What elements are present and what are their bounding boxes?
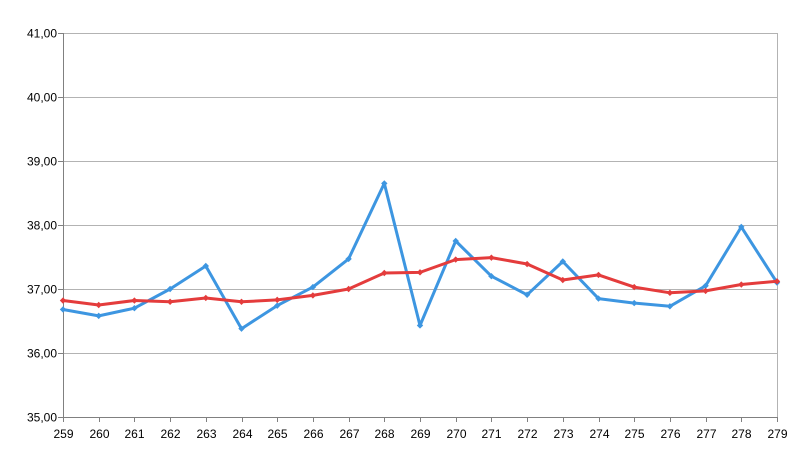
data-point xyxy=(631,283,638,291)
x-tick-label: 260 xyxy=(89,427,109,441)
data-point xyxy=(345,255,352,263)
data-point xyxy=(309,283,317,291)
series-group xyxy=(59,180,781,332)
data-point xyxy=(488,254,495,261)
data-point xyxy=(773,278,781,285)
data-point xyxy=(488,273,495,280)
x-tick-label: 274 xyxy=(589,427,609,441)
x-tick-label: 277 xyxy=(696,427,716,441)
x-tick-label: 262 xyxy=(160,427,180,441)
data-point xyxy=(95,301,102,309)
y-tick-label: 36,00 xyxy=(27,347,57,361)
data-point xyxy=(559,258,566,265)
data-point xyxy=(738,223,745,231)
y-tick-label: 37,00 xyxy=(27,283,57,297)
x-tick-label: 264 xyxy=(232,427,252,441)
x-tick-label: 272 xyxy=(517,427,537,441)
x-tick-label: 267 xyxy=(339,427,359,441)
x-tick-label: 271 xyxy=(481,427,501,441)
data-point xyxy=(523,260,531,268)
x-tick-label: 269 xyxy=(410,427,430,441)
data-point xyxy=(452,237,459,245)
data-point xyxy=(416,269,424,276)
data-point xyxy=(274,302,281,309)
y-axis-ticks: 35,00 36,00 37,00 38,00 39,00 40,00 41,00 xyxy=(27,27,63,425)
data-point xyxy=(202,262,209,270)
data-point xyxy=(702,287,709,295)
data-point xyxy=(738,281,745,288)
x-tick-label: 279 xyxy=(767,427,787,441)
data-point xyxy=(166,285,174,293)
x-tick-label: 261 xyxy=(124,427,144,441)
data-point xyxy=(131,305,138,312)
data-point xyxy=(452,256,459,263)
data-point xyxy=(559,276,566,284)
data-point xyxy=(631,299,638,307)
data-point xyxy=(238,298,245,305)
x-tick-label: 268 xyxy=(374,427,394,441)
data-point xyxy=(274,296,281,304)
data-point xyxy=(59,297,67,304)
data-point xyxy=(238,325,245,332)
y-tick-label: 38,00 xyxy=(27,219,57,233)
data-point xyxy=(131,297,138,304)
data-point xyxy=(95,312,102,320)
data-point xyxy=(202,294,209,302)
grid-lines xyxy=(63,33,778,418)
data-point xyxy=(595,271,602,279)
x-tick-label: 275 xyxy=(624,427,644,441)
data-point xyxy=(666,303,674,310)
data-point xyxy=(59,306,67,313)
axes xyxy=(63,33,777,418)
data-point xyxy=(702,282,709,289)
y-tick-label: 40,00 xyxy=(27,91,57,105)
data-point xyxy=(166,298,174,305)
series-1 xyxy=(59,180,781,332)
series-line xyxy=(61,256,779,307)
data-point xyxy=(309,292,317,299)
y-tick-label: 35,00 xyxy=(27,411,57,425)
x-tick-label: 265 xyxy=(267,427,287,441)
x-tick-label: 276 xyxy=(660,427,680,441)
data-point xyxy=(345,285,352,293)
data-point xyxy=(381,180,388,187)
data-point xyxy=(416,322,424,329)
x-axis-ticks: 259 260 261 262 263 264 265 266 267 268 269 270 271 2… xyxy=(53,417,788,441)
x-tick-label: 278 xyxy=(731,427,751,441)
y-tick-label: 41,00 xyxy=(27,27,57,41)
x-tick-label: 270 xyxy=(446,427,466,441)
data-point xyxy=(381,269,388,277)
x-tick-label: 266 xyxy=(303,427,323,441)
data-point xyxy=(595,295,602,302)
series-2 xyxy=(59,254,781,309)
x-tick-label: 259 xyxy=(53,427,73,441)
x-tick-label: 273 xyxy=(553,427,573,441)
data-point xyxy=(666,289,674,297)
y-tick-label: 39,00 xyxy=(27,155,57,169)
x-tick-label: 263 xyxy=(196,427,216,441)
data-point xyxy=(523,291,531,298)
